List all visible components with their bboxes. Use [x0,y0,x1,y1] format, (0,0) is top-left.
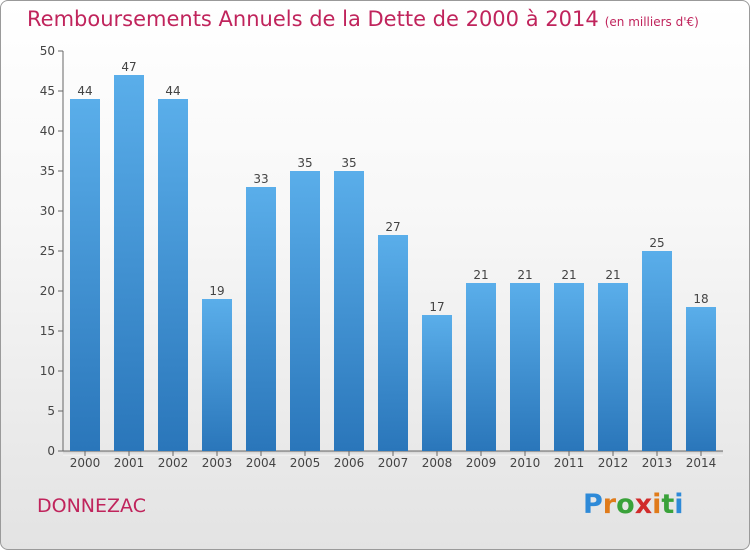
commune-name: DONNEZAC [37,495,146,517]
y-tick-label: 30 [40,204,55,218]
x-tick-label: 2000 [70,456,101,470]
bar [598,283,628,451]
bar-value-label: 21 [473,268,488,282]
y-tick-label: 50 [40,44,55,58]
bar-value-label: 21 [561,268,576,282]
y-tick-label: 35 [40,164,55,178]
y-tick-label: 45 [40,84,55,98]
x-tick-label: 2007 [378,456,409,470]
logo-letter: t [661,489,675,520]
bar [378,235,408,451]
logo-letter: P [583,489,603,520]
y-tick-label: 5 [47,404,55,418]
x-tick-label: 2005 [290,456,321,470]
logo-letter: x [634,489,653,520]
bar [246,187,276,451]
logo-letter: i [674,489,684,520]
y-tick-label: 15 [40,324,55,338]
x-tick-label: 2014 [686,456,717,470]
bar-value-label: 35 [341,156,356,170]
y-tick-label: 40 [40,124,55,138]
bar [114,75,144,451]
x-tick-label: 2003 [202,456,233,470]
chart-subtitle: (en milliers d'€) [604,15,699,29]
x-tick-label: 2002 [158,456,189,470]
x-tick-label: 2010 [510,456,541,470]
bar-value-label: 21 [517,268,532,282]
logo-letter: r [602,489,617,520]
bar-value-label: 27 [385,220,400,234]
bar [466,283,496,451]
x-tick-label: 2008 [422,456,453,470]
y-tick-label: 0 [47,444,55,458]
bar [422,315,452,451]
bar-value-label: 21 [605,268,620,282]
bar [70,99,100,451]
bar [202,299,232,451]
bar-value-label: 44 [165,84,180,98]
proxiti-logo: Proxiti [583,489,684,520]
x-tick-label: 2009 [466,456,497,470]
y-tick-label: 20 [40,284,55,298]
bar [510,283,540,451]
x-tick-label: 2006 [334,456,365,470]
x-tick-label: 2011 [554,456,585,470]
bar-value-label: 18 [693,292,708,306]
x-tick-label: 2012 [598,456,629,470]
x-tick-label: 2004 [246,456,277,470]
x-tick-label: 2013 [642,456,673,470]
chart-title: Remboursements Annuels de la Dette de 20… [27,7,699,31]
bar-value-label: 25 [649,236,664,250]
x-tick-label: 2001 [114,456,145,470]
bar-value-label: 17 [429,300,444,314]
logo-letter: i [652,489,662,520]
y-tick-label: 10 [40,364,55,378]
bar-value-label: 35 [297,156,312,170]
bar-value-label: 19 [209,284,224,298]
bar-value-label: 33 [253,172,268,186]
bar [554,283,584,451]
logo-letter: o [616,489,635,520]
bar [158,99,188,451]
chart-title-text: Remboursements Annuels de la Dette de 20… [27,7,599,31]
bar [686,307,716,451]
y-tick-label: 25 [40,244,55,258]
bar [642,251,672,451]
bar-value-label: 44 [77,84,92,98]
bar [290,171,320,451]
bar [334,171,364,451]
bar-value-label: 47 [121,60,136,74]
